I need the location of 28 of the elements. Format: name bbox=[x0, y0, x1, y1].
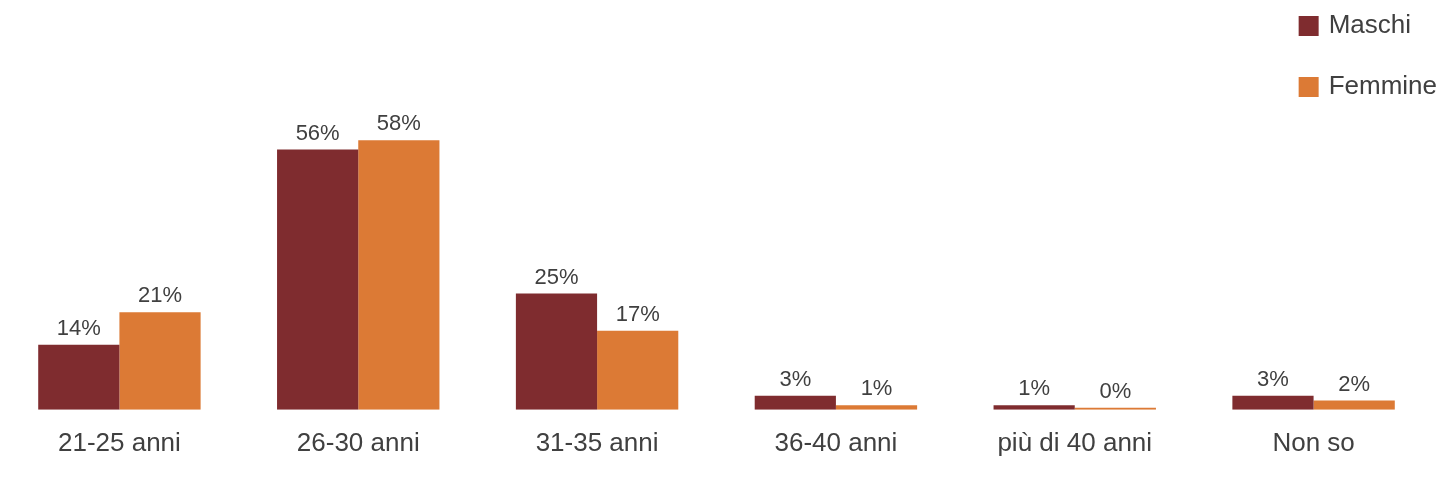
x-tick-label: Non so bbox=[1272, 426, 1355, 457]
data-label: 3% bbox=[1257, 365, 1289, 391]
bar bbox=[1232, 395, 1314, 410]
x-tick-label: 26-30 anni bbox=[296, 426, 420, 457]
x-tick-label: 36-40 anni bbox=[774, 426, 898, 457]
legend-label: Femmine bbox=[1328, 70, 1437, 101]
data-label: 21% bbox=[137, 282, 183, 308]
bar bbox=[597, 330, 679, 410]
bar bbox=[515, 293, 598, 410]
data-label: 1% bbox=[1018, 375, 1051, 401]
data-label: 17% bbox=[615, 300, 660, 326]
data-label: 56% bbox=[295, 119, 340, 145]
bar bbox=[754, 395, 836, 410]
data-label: 2% bbox=[1338, 370, 1371, 396]
data-label: 25% bbox=[534, 263, 579, 289]
bar bbox=[119, 312, 201, 410]
data-label: 1% bbox=[860, 375, 893, 401]
x-tick-label: 31-35 anni bbox=[535, 426, 659, 457]
bar bbox=[38, 344, 120, 410]
bar bbox=[277, 149, 359, 410]
data-label: 58% bbox=[376, 110, 421, 136]
x-tick-label: più di 40 anni bbox=[997, 426, 1153, 457]
data-label: 14% bbox=[56, 314, 101, 340]
data-label: 3% bbox=[779, 365, 812, 391]
legend-label: Maschi bbox=[1328, 9, 1411, 40]
data-label: 0% bbox=[1099, 377, 1132, 403]
x-tick-label: 21-25 anni bbox=[57, 426, 181, 457]
bar bbox=[358, 140, 440, 410]
